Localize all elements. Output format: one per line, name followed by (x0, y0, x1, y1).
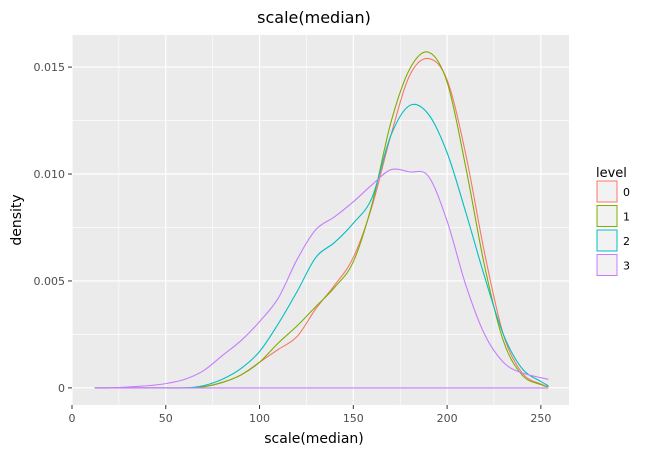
legend-item-3: 3 (596, 254, 630, 276)
legend-key (596, 229, 618, 252)
legend-label: 0 (623, 186, 630, 199)
x-tick-label: 250 (530, 412, 551, 425)
plot-panel (72, 35, 569, 405)
y-axis-title: density (9, 194, 25, 245)
x-axis: 0 50 100 150 200 250 (69, 405, 551, 425)
legend-label: 2 (623, 235, 630, 248)
series-line-level-2 (94, 103, 549, 389)
legend-label: 1 (623, 211, 630, 224)
legend-title: level (596, 166, 627, 181)
series-line-level-1 (94, 51, 549, 389)
legend-item-1: 1 (596, 205, 630, 227)
y-axis: 0 0.005 0.010 0.015 (34, 61, 72, 395)
legend: level 0 1 2 3 (596, 166, 630, 276)
y-tick-label: 0.015 (34, 61, 66, 74)
x-tick-label: 50 (159, 412, 173, 425)
y-tick-label: 0.005 (34, 275, 66, 288)
x-axis-title: scale(median) (264, 431, 363, 447)
y-tick-label: 0 (58, 382, 65, 395)
legend-item-2: 2 (596, 229, 630, 252)
legend-key (596, 205, 618, 227)
x-tick-label: 100 (249, 412, 270, 425)
x-tick-label: 200 (437, 412, 458, 425)
x-tick-label: 0 (69, 412, 76, 425)
legend-label: 3 (623, 260, 630, 273)
y-tick-label: 0.010 (34, 168, 66, 181)
chart-title: scale(median) (257, 8, 371, 27)
minor-gridlines (72, 35, 569, 405)
legend-key (596, 180, 618, 203)
series-layer (94, 51, 549, 389)
x-tick-label: 150 (343, 412, 364, 425)
series-line-level-3 (94, 168, 549, 389)
legend-key (596, 254, 618, 276)
legend-item-0: 0 (596, 180, 630, 203)
